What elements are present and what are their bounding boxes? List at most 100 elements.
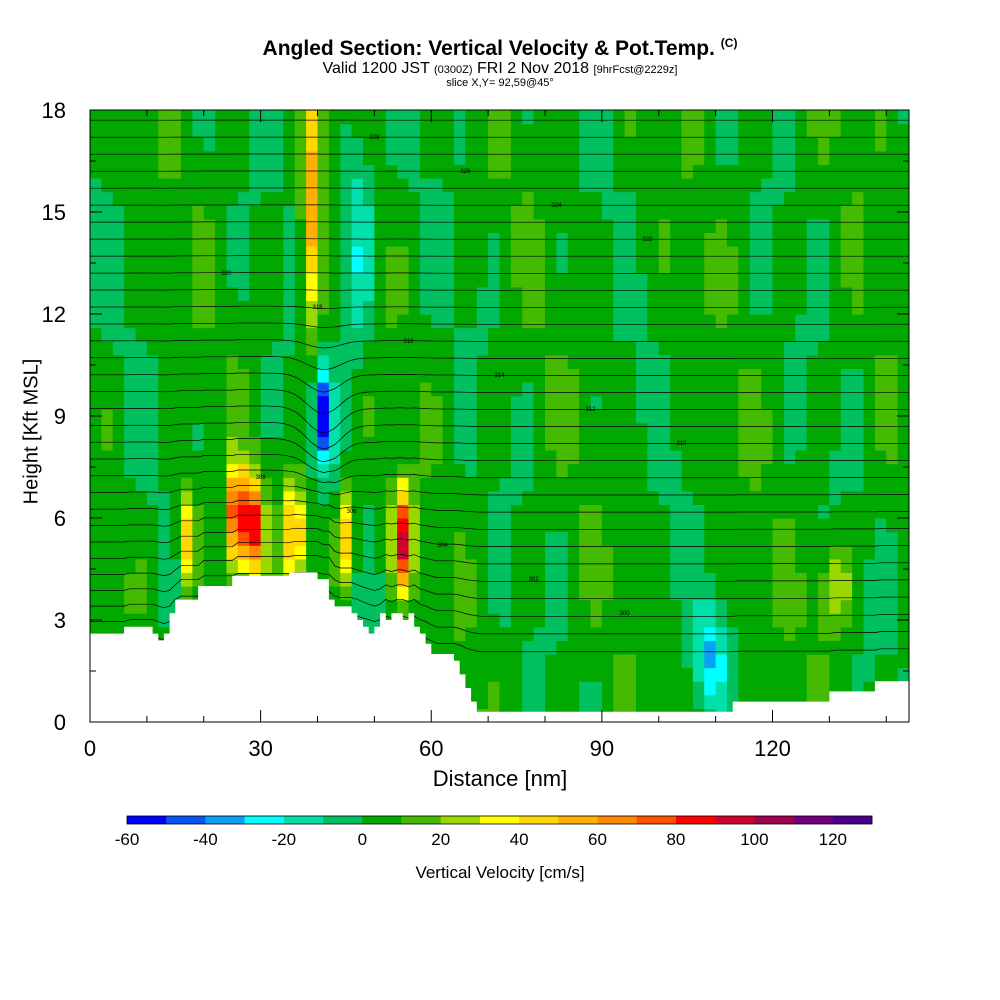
velocity-cell [419, 422, 432, 437]
velocity-cell [795, 409, 808, 424]
velocity-cell [772, 504, 785, 519]
velocity-cell [567, 504, 580, 519]
velocity-cell [374, 232, 387, 247]
velocity-cell [385, 137, 398, 152]
velocity-cell [556, 205, 569, 220]
velocity-cell [237, 137, 250, 152]
colorbar-swatch [675, 816, 716, 824]
velocity-cell [829, 463, 842, 478]
velocity-cell [226, 123, 239, 138]
velocity-cell [613, 572, 626, 587]
velocity-cell [124, 382, 137, 397]
velocity-cell [249, 205, 262, 220]
velocity-cell [874, 626, 887, 641]
velocity-cell [624, 586, 637, 601]
velocity-cell [328, 422, 341, 437]
velocity-cell [874, 286, 887, 301]
velocity-cell [419, 613, 432, 628]
velocity-cell [533, 640, 546, 655]
velocity-cell [601, 518, 614, 533]
velocity-cell [670, 395, 683, 410]
velocity-cell [135, 150, 148, 165]
velocity-cell [101, 395, 114, 410]
velocity-cell [624, 450, 637, 465]
velocity-cell [636, 504, 648, 519]
velocity-cell [715, 490, 728, 505]
velocity-cell [192, 531, 205, 546]
velocity-cell [658, 150, 671, 165]
velocity-cell [317, 286, 330, 301]
velocity-cell [203, 218, 216, 233]
velocity-cell [783, 273, 796, 288]
colorbar-swatch [205, 816, 245, 824]
velocity-cell [567, 654, 580, 669]
velocity-cell [715, 382, 728, 397]
velocity-cell [283, 354, 296, 369]
velocity-cell [658, 694, 671, 709]
velocity-cell [237, 327, 250, 342]
velocity-cell [442, 300, 455, 315]
velocity-cell [272, 558, 284, 573]
velocity-cell [90, 531, 102, 546]
velocity-cell [715, 667, 728, 682]
velocity-cell [658, 314, 671, 329]
velocity-cell [431, 300, 444, 315]
velocity-cell [681, 327, 694, 342]
velocity-cell [681, 640, 694, 655]
velocity-cell [840, 110, 853, 125]
velocity-cell [681, 273, 694, 288]
velocity-cell [636, 218, 648, 233]
velocity-cell [840, 681, 853, 696]
velocity-cell [852, 586, 865, 601]
velocity-cell [499, 246, 512, 261]
velocity-cell [465, 178, 478, 193]
velocity-cell [772, 354, 785, 369]
colorbar-swatch [597, 816, 638, 824]
velocity-cell [363, 137, 375, 152]
velocity-cell [556, 137, 569, 152]
velocity-cell [715, 191, 728, 206]
velocity-cell [158, 531, 171, 546]
velocity-cell [499, 327, 512, 342]
isentrope-label: 326 [460, 169, 471, 175]
velocity-cell [863, 477, 876, 492]
velocity-cell [772, 178, 785, 193]
velocity-cell [181, 354, 193, 369]
velocity-cell [692, 110, 705, 125]
velocity-cell [249, 531, 262, 546]
velocity-cell [510, 599, 523, 614]
velocity-cell [783, 558, 796, 573]
velocity-cell [454, 246, 466, 261]
velocity-cell [283, 368, 296, 383]
velocity-cell [431, 477, 444, 492]
velocity-cell [636, 327, 648, 342]
velocity-cell [545, 694, 557, 709]
velocity-cell [442, 586, 455, 601]
velocity-cell [647, 599, 660, 614]
velocity-cell [306, 314, 319, 329]
velocity-cell [294, 504, 307, 519]
velocity-cell [795, 327, 808, 342]
velocity-cell [852, 531, 865, 546]
velocity-cell [829, 150, 842, 165]
velocity-cell [294, 327, 307, 342]
velocity-cell [692, 191, 705, 206]
velocity-cell [124, 232, 137, 247]
velocity-cell [476, 137, 489, 152]
velocity-cell [874, 123, 887, 138]
velocity-cell [340, 558, 353, 573]
velocity-cell [624, 654, 637, 669]
velocity-cell [704, 110, 717, 125]
velocity-cell [283, 205, 296, 220]
velocity-cell [590, 191, 603, 206]
velocity-cell [294, 218, 307, 233]
velocity-cell [567, 681, 580, 696]
velocity-cell [465, 531, 478, 546]
velocity-cell [715, 694, 728, 709]
velocity-cell [181, 409, 193, 424]
velocity-cell [431, 436, 444, 451]
velocity-cell [476, 477, 489, 492]
velocity-cell [715, 395, 728, 410]
velocity-cell [510, 694, 523, 709]
velocity-cell [692, 205, 705, 220]
